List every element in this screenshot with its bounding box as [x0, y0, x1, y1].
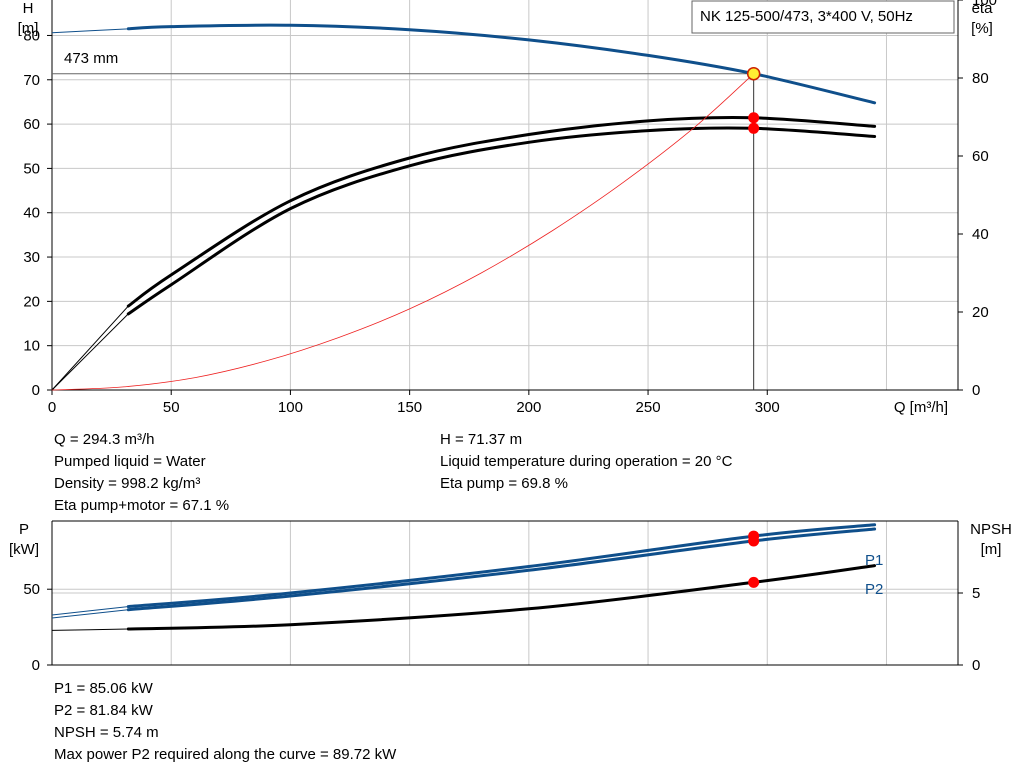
result-head: H = 71.37 m — [440, 431, 523, 448]
top-xtick-label-3: 150 — [397, 399, 422, 416]
result-p2: P2 = 81.84 kW — [54, 702, 153, 719]
chart-title-box — [691, 0, 955, 34]
top-xtick-label-5: 250 — [636, 399, 661, 416]
top-ytick-right-label-2: 40 — [972, 226, 989, 243]
results-bottom: P1 = 85.06 kW P2 = 81.84 kW NPSH = 5.74 … — [54, 678, 396, 766]
impeller-diameter-label: 473 mm — [64, 50, 118, 67]
top-xtick-label-1: 50 — [163, 399, 180, 416]
bottom-NPSH-curve — [126, 564, 877, 631]
top-y-axis-unit-left: [m] — [18, 20, 39, 37]
top-xtick-label-6: 300 — [755, 399, 780, 416]
result-max-power: Max power P2 required along the curve = … — [54, 746, 397, 763]
bottom-ytick-left-label-1: 50 — [23, 581, 40, 598]
top-ytick-left-label-4: 40 — [23, 205, 40, 222]
top-eta-marker-0 — [748, 112, 760, 124]
top-ytick-left-label-5: 50 — [23, 160, 40, 177]
result-temperature: Liquid temperature during operation = 20… — [440, 453, 733, 470]
results-top-left: Q = 294.3 m³/h Pumped liquid = Water Den… — [54, 429, 229, 517]
top-x-axis-label: Q [m³/h] — [894, 399, 948, 416]
result-density: Density = 998.2 kg/m³ — [54, 475, 201, 492]
top-y-axis-label-left: H — [23, 0, 34, 17]
bottom-ytick-left-label-0: 0 — [32, 657, 40, 674]
bottom-ytick-right-label-0: 0 — [972, 657, 980, 674]
top-ytick-right-label-4: 80 — [972, 70, 989, 87]
bottom-series-label-p2: P2 — [865, 581, 883, 598]
top-ytick-right-label-5: 100 — [972, 0, 997, 9]
results-top-right: H = 71.37 m Liquid temperature during op… — [440, 429, 732, 495]
top-ytick-left-label-6: 60 — [23, 116, 40, 133]
bottom-ytick-right-label-1: 5 — [972, 585, 980, 602]
result-npsh: NPSH = 5.74 m — [54, 724, 159, 741]
top-xtick-label-2: 100 — [278, 399, 303, 416]
bottom-NPSH-lead-in — [51, 628, 129, 631]
chart-title: NK 125-500/473, 3*400 V, 50Hz — [700, 8, 913, 25]
bottom-p2-marker — [748, 535, 760, 547]
top-ytick-left-label-2: 20 — [23, 293, 40, 310]
top-operating-point-marker — [746, 66, 761, 81]
bottom-P1-curve — [126, 523, 877, 609]
bottom-P1-lead-in — [51, 606, 129, 616]
top-y-axis-label-right: eta — [972, 0, 994, 17]
bottom-series-label-p1: P1 — [865, 552, 883, 569]
top-ytick-left-label-1: 10 — [23, 338, 40, 355]
top-ytick-right-label-0: 0 — [972, 382, 980, 399]
bottom-P2-lead-in — [51, 609, 129, 619]
bottom-y-axis-unit-right: [m] — [981, 541, 1002, 558]
top-ytick-right-label-1: 20 — [972, 304, 989, 321]
bottom-npsh-marker — [748, 576, 760, 588]
result-eta-total: Eta pump+motor = 67.1 % — [54, 497, 230, 514]
top-ytick-left-label-8: 80 — [23, 27, 40, 44]
top-ytick-left-label-3: 30 — [23, 249, 40, 266]
result-p1: P1 = 85.06 kW — [54, 680, 153, 697]
top-bg — [52, 0, 958, 390]
result-flow: Q = 294.3 m³/h — [54, 431, 155, 448]
result-eta-pump: Eta pump = 69.8 % — [440, 475, 568, 492]
top-system-curve-curve — [51, 73, 755, 391]
top-xtick-label-0: 0 — [48, 399, 56, 416]
top-xtick-label-4: 200 — [516, 399, 541, 416]
top-ytick-left-label-7: 70 — [23, 72, 40, 89]
bottom-P2-curve — [126, 527, 877, 612]
top-eta-marker-1 — [748, 122, 760, 134]
top-ytick-left-label-0: 0 — [32, 382, 40, 399]
bottom-y-axis-label-left: P — [19, 521, 29, 538]
top-ytick-right-label-3: 60 — [972, 148, 989, 165]
top-head-lead-in — [51, 28, 129, 34]
bottom-y-axis-label-right: NPSH — [970, 521, 1012, 538]
result-liquid: Pumped liquid = Water — [54, 453, 206, 470]
top-eta-pump-motor-lead-in — [51, 313, 129, 391]
top-y-axis-unit-right: [%] — [971, 20, 993, 37]
bottom-y-axis-unit-left: [kW] — [9, 541, 39, 558]
